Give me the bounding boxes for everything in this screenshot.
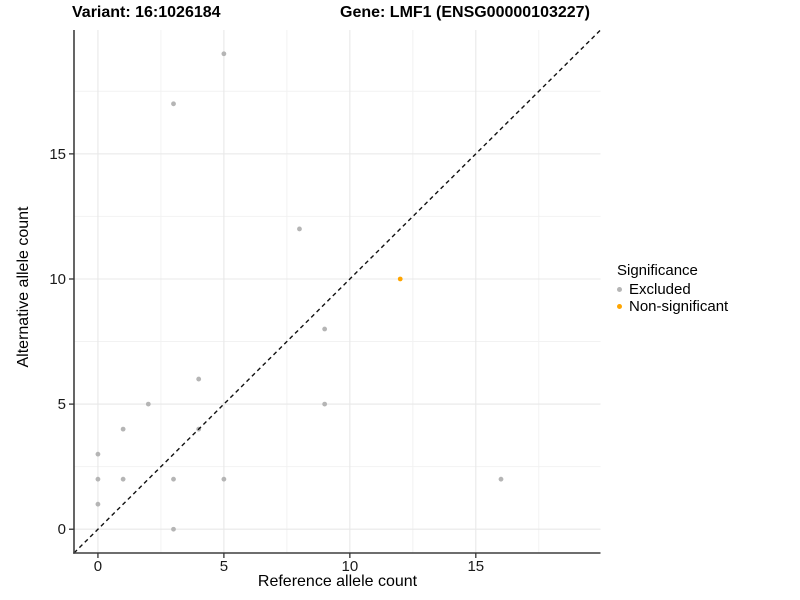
legend-item-non-significant: Non-significant	[617, 298, 728, 315]
tick-label: 5	[220, 558, 228, 575]
x-axis-title: Reference allele count	[257, 573, 418, 590]
data-point	[171, 526, 176, 532]
identity-reference-line	[73, 29, 601, 554]
data-point	[221, 476, 227, 482]
data-point	[196, 376, 202, 382]
data-point	[322, 326, 328, 332]
data-point	[397, 276, 403, 282]
legend-swatch-non-significant-icon	[617, 304, 622, 309]
data-point	[95, 476, 101, 482]
legend-item-excluded: Excluded	[617, 281, 728, 298]
data-point	[95, 451, 101, 457]
data-point	[322, 401, 328, 407]
data-point	[171, 101, 176, 107]
legend-label-excluded: Excluded	[629, 281, 691, 298]
data-point	[120, 426, 126, 432]
series-non-significant	[397, 276, 403, 282]
series-excluded	[95, 51, 504, 532]
plot-title-gene: Gene: LMF1 (ENSG00000103227)	[340, 4, 590, 21]
axis-spines	[73, 30, 601, 554]
tick-label: 5	[58, 396, 66, 413]
legend-title: Significance	[617, 262, 698, 279]
axis-ticks	[69, 153, 477, 558]
tick-label: 0	[58, 521, 66, 538]
tick-label: 10	[49, 271, 66, 288]
tick-label: 0	[94, 558, 102, 575]
tick-label: 15	[467, 558, 484, 575]
legend-swatch-excluded-icon	[617, 287, 622, 292]
legend-label-non-significant: Non-significant	[629, 298, 729, 315]
data-point	[120, 476, 126, 482]
data-point	[221, 51, 227, 57]
axis-tick-labels: 0 5 10 15 0 5 10 15	[49, 146, 484, 575]
data-point	[145, 401, 151, 407]
y-axis-title: Alternative allele count	[15, 206, 32, 368]
plot-title-variant: Variant: 16:1026184	[72, 4, 221, 21]
tick-label: 10	[342, 558, 359, 575]
data-point	[498, 476, 504, 482]
data-point	[171, 476, 176, 482]
legend: Significance Excluded Non-significant	[617, 262, 728, 315]
major-gridlines	[74, 30, 601, 553]
data-point	[297, 226, 302, 232]
data-point	[95, 501, 101, 507]
tick-label: 15	[49, 146, 66, 163]
